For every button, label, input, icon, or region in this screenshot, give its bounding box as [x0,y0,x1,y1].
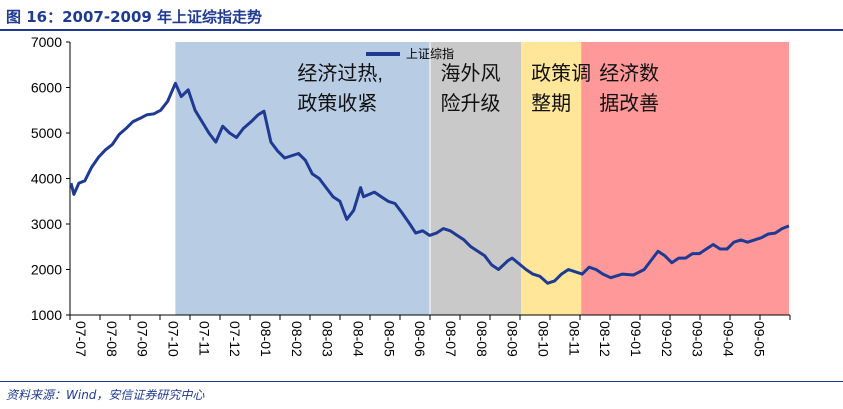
region-label-1-line-1: 经济过热, [297,62,383,85]
y-tick-label: 1000 [31,307,62,323]
x-tick-label: 08-09 [505,321,521,357]
x-tick-label: 07-08 [104,321,120,357]
x-tick-label: 09-03 [690,321,706,357]
x-tick-label: 07-10 [166,321,182,357]
x-tick-label: 08-10 [536,321,552,357]
region-label-3-line-1: 政策调 [531,62,591,85]
shaded-region-4 [581,42,790,315]
x-tick-label: 09-04 [721,321,737,357]
x-tick-label: 08-07 [443,321,459,357]
y-tick-label: 5000 [31,125,62,141]
x-tick-label: 08-04 [351,321,367,357]
source-divider [0,381,843,382]
region-label-2-line-2: 险升级 [440,92,500,115]
x-tick-label: 08-06 [412,321,428,357]
series-line-shanghai-composite [69,81,790,285]
y-tick-label: 4000 [31,171,62,187]
shaded-region-2 [430,42,522,315]
y-tick-label: 6000 [31,80,62,96]
source-note: 资料来源：Wind，安信证券研究中心 [6,388,205,402]
x-tick-label: 09-01 [628,321,644,357]
x-tick-label: 08-11 [566,321,582,356]
y-tick-label: 7000 [31,34,62,50]
region-label-1-line-2: 政策收紧 [297,92,377,115]
y-tick-label: 2000 [31,262,62,278]
y-tick-label: 3000 [31,216,62,232]
title-divider [0,29,843,31]
region-label-2-line-1: 海外风 [440,62,500,85]
legend-label: 上证综指 [406,46,454,61]
x-tick-label: 07-09 [135,321,151,357]
x-tick-label: 08-01 [258,321,274,357]
x-tick-label: 08-12 [597,321,613,357]
shaded-regions [175,42,790,315]
x-tick-label: 08-08 [474,321,490,357]
x-tick-label: 09-05 [751,321,767,357]
x-tick-label: 07-07 [73,321,89,357]
x-tick-label: 09-02 [659,321,675,357]
x-tick-label: 08-03 [320,321,336,357]
shaded-region-1 [175,42,430,315]
region-label-4-line-1: 经济数 [599,62,659,85]
axes: 1000 2000 3000 4000 5000 6000 7000 07-07 07-08 07… [31,34,791,357]
x-tick-label: 08-02 [289,321,305,357]
region-label-3-line-2: 整期 [531,92,571,115]
x-tick-label: 07-11 [196,321,212,356]
x-tick-label: 07-12 [227,321,243,357]
chart-title: 图 16：2007-2009 年上证综指走势 [6,8,263,26]
legend: 上证综指 [366,46,454,61]
x-tick-label: 08-05 [381,321,397,357]
region-label-4-line-2: 据改善 [599,92,659,115]
